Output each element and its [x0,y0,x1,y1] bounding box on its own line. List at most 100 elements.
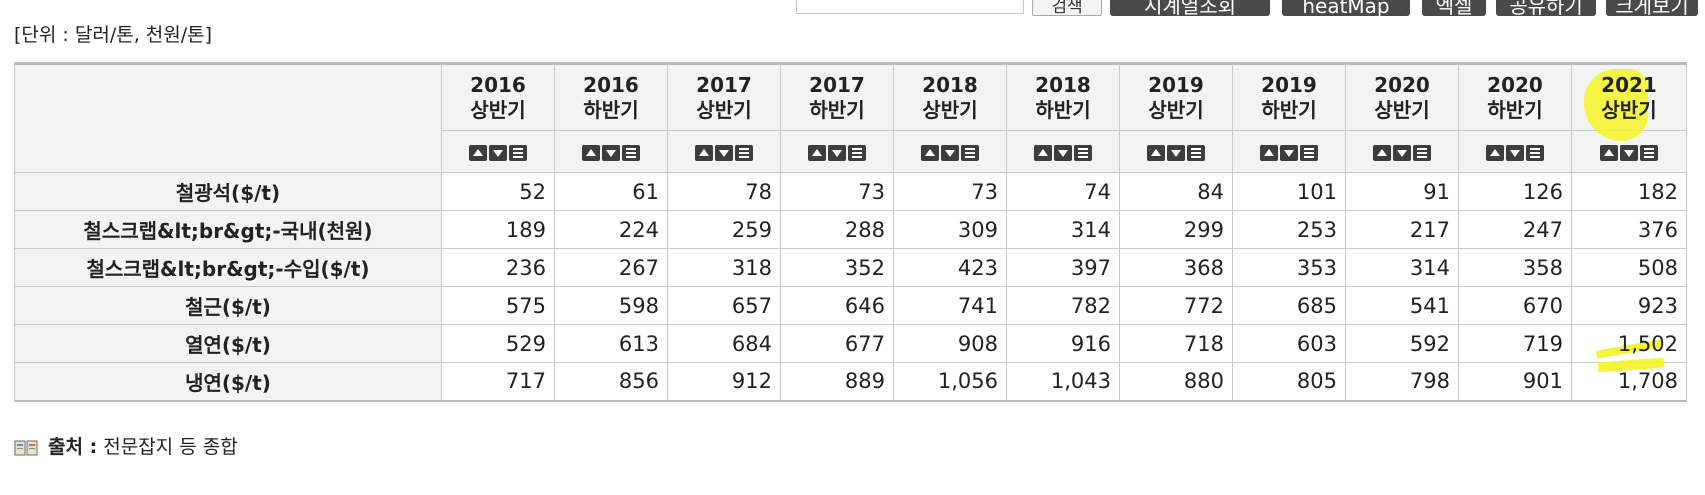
column-half: 상반기 [1374,97,1430,122]
table-cell: 189 [441,210,555,249]
cell-value: 508 [1637,255,1678,280]
excel-button[interactable]: 엑셀 [1422,0,1486,16]
column-menu-icon[interactable] [1640,144,1658,161]
cell-value: 73 [971,179,998,204]
table-cell: 309 [893,210,1007,249]
column-menu-icon[interactable] [509,144,527,161]
table-cell: 901 [1458,362,1572,402]
sort-descending-icon[interactable] [489,144,507,161]
cell-value: 84 [1197,179,1224,204]
column-menu-icon[interactable] [735,144,753,161]
column-menu-icon[interactable] [1074,144,1092,161]
cell-value: 880 [1183,369,1224,394]
table-cell: 685 [1232,286,1346,325]
table-cell: 646 [780,286,894,325]
cell-value: 288 [844,217,885,242]
sort-ascending-icon[interactable] [582,144,600,161]
column-menu-icon[interactable] [1526,144,1544,161]
sort-ascending-icon[interactable] [1486,144,1504,161]
cell-value: 73 [858,179,885,204]
heatmap-button[interactable]: heatMap [1282,0,1410,16]
table-cell: 912 [667,362,781,402]
sort-ascending-icon[interactable] [469,144,487,161]
column-year: 2018 [1035,72,1091,97]
sort-ascending-icon[interactable] [808,144,826,161]
column-year: 2020 [1374,72,1430,97]
sort-descending-icon[interactable] [1506,144,1524,161]
column-half: 상반기 [1148,97,1204,122]
table-cell: 353 [1232,248,1346,287]
cell-value: 529 [505,331,546,356]
column-header: 2020 상반기 [1345,62,1459,131]
table-cell: 217 [1345,210,1459,249]
column-sort-controls [1119,130,1233,173]
sort-descending-icon[interactable] [1054,144,1072,161]
column-header: 2019 하반기 [1232,62,1346,131]
cell-value: 368 [1183,255,1224,280]
column-header: 2016 상반기 [441,62,555,131]
sort-ascending-icon[interactable] [1373,144,1391,161]
source-line: 출처 : 전문잡지 등 종합 [14,432,238,459]
cell-value: 267 [618,255,659,280]
sort-descending-icon[interactable] [1167,144,1185,161]
column-year: 2016 [470,72,526,97]
column-menu-icon[interactable] [1413,144,1431,161]
toolbar: 검색 시계열조회 heatMap 엑셀 공유하기 크게보기 [0,0,1705,18]
sort-ascending-icon[interactable] [1034,144,1052,161]
sort-descending-icon[interactable] [1280,144,1298,161]
table-row: 열연($/t) 529 613 684 677 908 916 718 603 592 719 1,5… [14,324,1687,363]
cell-value: 61 [632,179,659,204]
row-label: 철스크랩&lt;br&gt;-수입($/t) [14,248,442,287]
cell-value: 541 [1409,293,1450,318]
column-header: 2021 상반기 [1571,62,1687,143]
column-header: 2017 하반기 [780,62,894,131]
cell-value: 916 [1070,331,1111,356]
row-label: 열연($/t) [14,324,442,363]
column-header: 2020 하반기 [1458,62,1572,131]
table-cell: 61 [554,172,668,211]
cell-value: 101 [1296,179,1337,204]
corner-cell [14,62,442,173]
column-menu-icon[interactable] [961,144,979,161]
cell-value: 798 [1409,369,1450,394]
cell-value: 358 [1522,255,1563,280]
column-menu-icon[interactable] [1300,144,1318,161]
cell-value: 856 [618,369,659,394]
search-button[interactable]: 검색 [1032,0,1102,16]
sort-ascending-icon[interactable] [1260,144,1278,161]
table-cell: 772 [1119,286,1233,325]
table-cell: 805 [1232,362,1346,402]
sort-ascending-icon[interactable] [1147,144,1165,161]
sort-descending-icon[interactable] [941,144,959,161]
table-cell: 397 [1006,248,1120,287]
table-cell: 741 [893,286,1007,325]
sort-ascending-icon[interactable] [921,144,939,161]
sort-descending-icon[interactable] [1393,144,1411,161]
search-input[interactable] [796,0,1024,14]
source-text: 전문잡지 등 종합 [103,436,238,458]
sort-descending-icon[interactable] [1620,144,1638,161]
column-menu-icon[interactable] [1187,144,1205,161]
timeseries-button[interactable]: 시계열조회 [1110,0,1270,16]
column-menu-icon[interactable] [622,144,640,161]
table-cell: 253 [1232,210,1346,249]
sort-ascending-icon[interactable] [695,144,713,161]
table-cell: 598 [554,286,668,325]
table-cell: 247 [1458,210,1572,249]
column-sort-controls [667,130,781,173]
column-menu-icon[interactable] [848,144,866,161]
sort-ascending-icon[interactable] [1600,144,1618,161]
enlarge-button[interactable]: 크게보기 [1606,0,1698,16]
sort-descending-icon[interactable] [602,144,620,161]
data-table: 2016 상반기 2016 하반기 2017 상반기 2017 하반기 2018 상반기 2018 하… [14,62,1687,402]
table-cell: 613 [554,324,668,363]
cell-value: 685 [1296,293,1337,318]
table-cell: 52 [441,172,555,211]
share-button[interactable]: 공유하기 [1496,0,1596,16]
sort-descending-icon[interactable] [715,144,733,161]
column-year: 2021 [1601,72,1657,97]
cell-value: 598 [618,293,659,318]
sort-descending-icon[interactable] [828,144,846,161]
table-cell: 657 [667,286,781,325]
unit-label: [단위 : 달러/톤, 천원/톤] [14,24,213,46]
